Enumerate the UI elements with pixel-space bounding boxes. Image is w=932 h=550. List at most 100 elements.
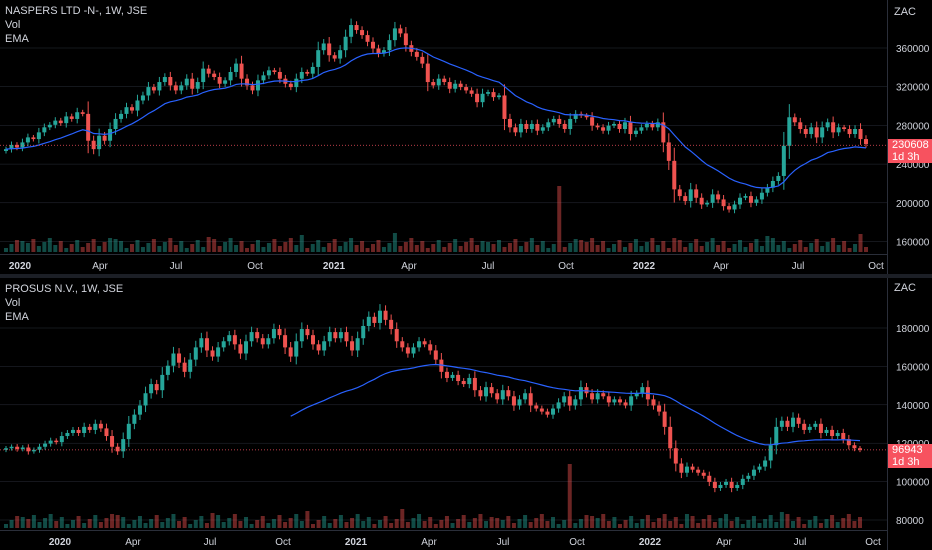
candle-body	[310, 66, 315, 74]
candle-body	[464, 87, 469, 91]
volume-bar	[184, 248, 189, 252]
candle-body	[151, 87, 156, 91]
candle-body	[53, 120, 58, 125]
candle-body	[841, 432, 846, 440]
y-tick-label: 160000	[896, 362, 930, 373]
candle-body	[480, 93, 485, 103]
x-tick-label: Oct	[865, 537, 881, 548]
volume-bar	[119, 241, 124, 252]
volume-bar	[277, 515, 282, 528]
volume-bar	[9, 520, 14, 528]
volume-bar	[272, 239, 277, 252]
candle-body	[149, 384, 154, 394]
volume-bar	[467, 522, 472, 528]
symbol-title[interactable]: PROSUS N.V., 1W, JSE	[5, 283, 124, 295]
candle-body	[228, 71, 233, 81]
volume-bar	[679, 524, 684, 528]
price-axis[interactable]: 1800001600001400001200001000008000060000	[887, 278, 932, 550]
volume-bar	[228, 238, 233, 252]
volume-bar	[792, 244, 797, 252]
time-axis[interactable]: 2020 Apr Jul Oct 2021 Apr Jul Oct 2022 Apr Jul Oct	[0, 254, 887, 274]
volume-indicator-label[interactable]: Vol	[5, 297, 21, 309]
volume-bar	[484, 521, 489, 528]
volume-bar	[506, 516, 511, 528]
candle-body	[271, 329, 276, 339]
candle-body	[774, 426, 779, 446]
volume-bar	[177, 521, 182, 528]
volume-bar	[639, 246, 644, 252]
candle-body	[75, 112, 80, 119]
candle-body	[154, 384, 159, 391]
candle-body	[108, 129, 113, 141]
volume-bar	[645, 515, 650, 528]
symbol-title[interactable]: NASPERS LTD -N-, 1W, JSE	[5, 5, 148, 17]
candle-body	[294, 341, 299, 357]
candle-body	[87, 426, 92, 430]
volume-bar	[729, 521, 734, 528]
candle-body	[97, 135, 102, 150]
volume-bar	[818, 523, 823, 528]
candle-body	[193, 347, 198, 360]
prosus-chart-pane[interactable]: PROSUS N.V., 1W, JSE Vol EMA 180000 16000…	[0, 278, 932, 550]
candle-body	[629, 396, 634, 406]
x-tick-label: 2021	[345, 537, 368, 548]
candle-body	[165, 365, 170, 375]
volume-indicator-label[interactable]: Vol	[5, 19, 21, 31]
volume-bar	[480, 241, 485, 252]
volume-bar	[617, 240, 622, 252]
volume-bar	[864, 247, 868, 252]
candle-body	[411, 347, 416, 354]
volume-bar	[683, 247, 688, 252]
candle-body	[732, 204, 737, 210]
volume-bar	[444, 516, 449, 528]
candle-body	[518, 123, 523, 133]
volume-bar	[727, 248, 732, 252]
volume-bar	[475, 245, 480, 252]
volume-bar	[612, 517, 617, 528]
pane-separator[interactable]	[0, 274, 932, 278]
candlestick-chart[interactable]	[0, 278, 887, 530]
volume-bar	[735, 517, 740, 528]
volume-bar	[511, 523, 516, 528]
volume-bar	[366, 517, 371, 528]
candle-body	[447, 82, 452, 89]
price-axis[interactable]: 3600003200002800002400002000001600001200…	[887, 0, 932, 274]
candle-body	[484, 387, 489, 397]
candle-body	[283, 335, 288, 348]
candle-body	[425, 63, 430, 83]
candle-body	[48, 440, 53, 444]
candle-body	[696, 469, 701, 473]
volume-bar	[48, 514, 53, 528]
x-tick-label: Apr	[401, 261, 417, 272]
ema-indicator-label[interactable]: EMA	[5, 33, 29, 45]
volume-bar	[110, 514, 115, 528]
volume-bar	[807, 520, 812, 528]
candle-body	[770, 180, 775, 188]
candle-body	[343, 36, 348, 51]
candle-body	[688, 189, 693, 202]
time-axis[interactable]: 2020 Apr Jul Oct 2021 Apr Jul Oct 2022 Apr Jul Oct	[0, 530, 887, 550]
ema-indicator-label[interactable]: EMA	[5, 311, 29, 323]
x-tick-label: Apr	[716, 537, 732, 548]
volume-bar	[403, 242, 408, 252]
volume-bar	[738, 240, 743, 252]
candle-body	[305, 71, 310, 74]
naspers-chart-pane[interactable]: NASPERS LTD -N-, 1W, JSE Vol EMA 360000 3…	[0, 0, 932, 274]
candle-body	[266, 338, 271, 345]
candle-body	[478, 390, 483, 397]
volume-bar	[344, 522, 349, 528]
candle-body	[195, 82, 200, 89]
candle-body	[651, 399, 656, 406]
volume-bar	[754, 239, 759, 252]
volume-bar	[195, 240, 200, 252]
volume-bar	[431, 244, 436, 252]
candle-body	[612, 399, 617, 403]
volume-bar	[496, 240, 501, 252]
candle-body	[517, 399, 522, 406]
volume-bar	[277, 246, 282, 252]
candle-body	[502, 95, 507, 119]
candle-body	[288, 347, 293, 357]
volume-bar	[65, 524, 70, 528]
candlestick-chart[interactable]	[0, 0, 887, 254]
chart-legend: NASPERS LTD -N-, 1W, JSE Vol EMA	[5, 4, 147, 46]
